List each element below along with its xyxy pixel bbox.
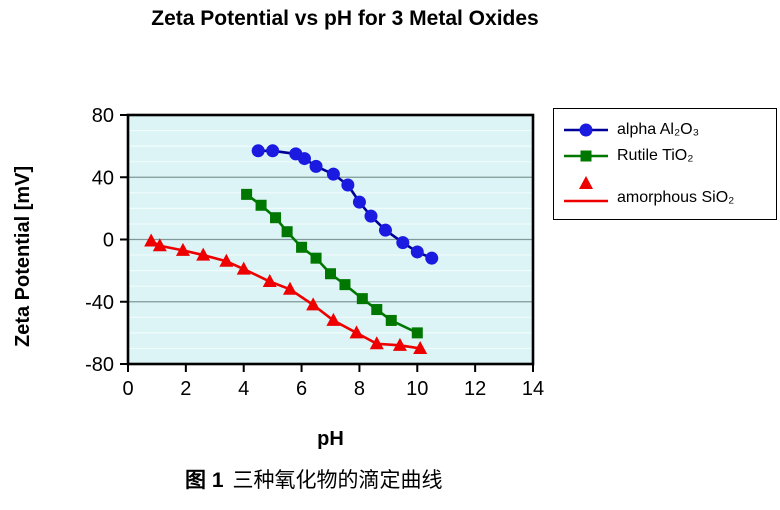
svg-text:6: 6 <box>296 378 307 400</box>
svg-text:10: 10 <box>406 378 428 400</box>
svg-text:80: 80 <box>92 105 114 127</box>
svg-text:8: 8 <box>354 378 365 400</box>
legend-marker-circle-icon <box>563 121 609 139</box>
svg-text:0: 0 <box>103 230 114 252</box>
legend: alpha Al₂O₃ Rutile TiO₂ amorphous SiO₂ <box>553 108 777 220</box>
legend-marker-square-icon <box>563 147 609 165</box>
caption-number: 图 1 <box>185 469 224 492</box>
figure-caption: 图 1 三种氧化物的滴定曲线 <box>185 464 443 494</box>
legend-marker-triangle-icon <box>563 174 609 208</box>
svg-text:-80: -80 <box>85 354 114 376</box>
legend-entry-rutile-tio2: Rutile TiO₂ <box>563 147 772 165</box>
x-axis-title: pH <box>317 428 344 450</box>
svg-text:40: 40 <box>92 167 114 189</box>
svg-text:4: 4 <box>238 378 249 400</box>
legend-entry-alpha-al2o3: alpha Al₂O₃ <box>563 121 772 139</box>
svg-text:0: 0 <box>122 378 133 400</box>
svg-text:12: 12 <box>464 378 486 400</box>
y-axis-title: Zeta Potential [mV] <box>12 165 34 347</box>
svg-text:14: 14 <box>522 378 544 400</box>
legend-label: Rutile TiO₂ <box>617 147 694 164</box>
caption-text: 三种氧化物的滴定曲线 <box>232 469 443 492</box>
legend-entry-amorphous-sio2: amorphous SiO₂ <box>563 174 772 208</box>
svg-text:2: 2 <box>180 378 191 400</box>
legend-label: amorphous SiO₂ <box>617 188 735 206</box>
svg-text:-40: -40 <box>85 292 114 314</box>
chart-title: Zeta Potential vs pH for 3 Metal Oxides <box>151 7 539 30</box>
legend-label: alpha Al₂O₃ <box>617 120 700 138</box>
